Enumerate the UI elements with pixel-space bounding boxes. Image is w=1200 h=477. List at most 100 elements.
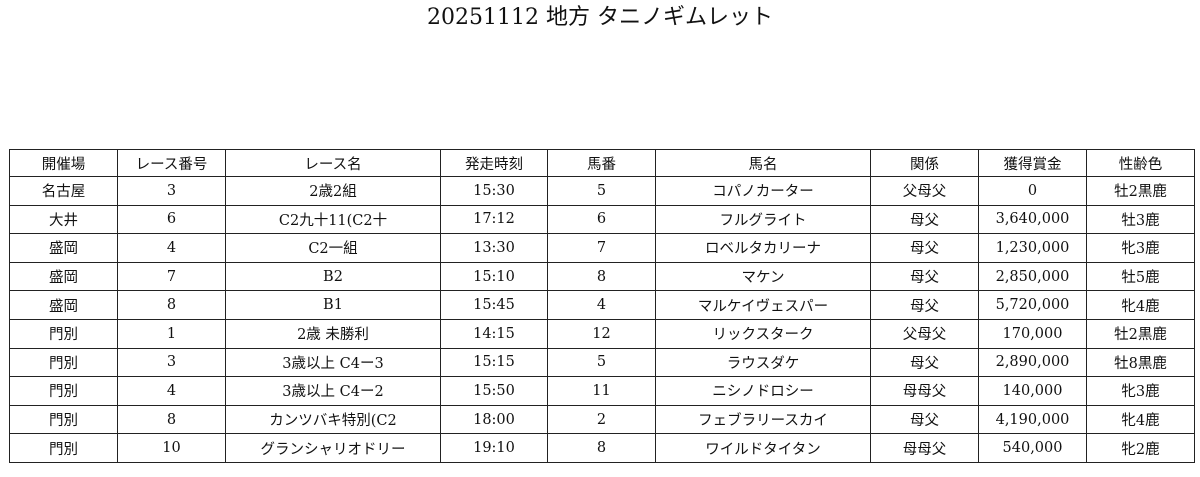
cell-race-number: 10 <box>117 433 226 463</box>
table-row: 大井 6 C2九十11(C2十 17:12 6 フルグライト 母父 3,640,000 牡3鹿 <box>9 204 1195 235</box>
cell-relation: 母母父 <box>870 376 979 406</box>
cell-sex-age-color: 牝3鹿 <box>1086 376 1195 406</box>
cell-relation: 母父 <box>870 204 979 235</box>
cell-horse-number: 5 <box>547 176 656 206</box>
header-race-name: レース名 <box>225 149 441 177</box>
cell-race-number: 7 <box>117 261 226 292</box>
cell-horse-name: ラウスダケ <box>655 347 871 378</box>
cell-prize-money: 4,190,000 <box>978 404 1087 435</box>
cell-post-time: 19:10 <box>440 433 548 463</box>
cell-post-time: 17:12 <box>440 204 548 235</box>
cell-horse-name: コパノカーター <box>655 176 871 206</box>
cell-horse-name: フルグライト <box>655 204 871 235</box>
cell-horse-name: フェブラリースカイ <box>655 404 871 435</box>
cell-sex-age-color: 牝4鹿 <box>1086 404 1195 435</box>
cell-race-number: 8 <box>117 290 226 320</box>
cell-race-number: 3 <box>117 176 226 206</box>
header-horse-number: 馬番 <box>547 149 656 177</box>
cell-venue: 門別 <box>9 433 118 463</box>
cell-sex-age-color: 牡2黒鹿 <box>1086 318 1195 349</box>
cell-venue: 門別 <box>9 376 118 406</box>
header-venue: 開催場 <box>9 149 118 177</box>
cell-race-name: 2歳 未勝利 <box>225 318 441 349</box>
cell-venue: 門別 <box>9 404 118 435</box>
cell-horse-name: マケン <box>655 261 871 292</box>
table-row: 門別 8 カンツバキ特別(C2 18:00 2 フェブラリースカイ 母父 4,190,000 牝… <box>9 404 1195 435</box>
cell-prize-money: 2,850,000 <box>978 261 1087 292</box>
cell-race-number: 4 <box>117 233 226 263</box>
cell-race-name: B2 <box>225 261 441 292</box>
cell-prize-money: 3,640,000 <box>978 204 1087 235</box>
header-post-time: 発走時刻 <box>440 149 548 177</box>
cell-venue: 門別 <box>9 318 118 349</box>
cell-sex-age-color: 牡8黒鹿 <box>1086 347 1195 378</box>
table-row: 盛岡 4 C2一組 13:30 7 ロベルタカリーナ 母父 1,230,000 牝3鹿 <box>9 233 1195 263</box>
cell-race-number: 6 <box>117 204 226 235</box>
header-relation: 関係 <box>870 149 979 177</box>
cell-prize-money: 2,890,000 <box>978 347 1087 378</box>
cell-relation: 母父 <box>870 233 979 263</box>
cell-race-name: C2一組 <box>225 233 441 263</box>
cell-race-name: 2歳2組 <box>225 176 441 206</box>
cell-venue: 盛岡 <box>9 233 118 263</box>
cell-prize-money: 540,000 <box>978 433 1087 463</box>
race-table: 開催場 レース番号 レース名 発走時刻 馬番 馬名 関係 獲得賞金 性齢色 名古屋 3 2歳2組 15… <box>9 149 1195 463</box>
cell-post-time: 14:15 <box>440 318 548 349</box>
cell-race-number: 1 <box>117 318 226 349</box>
cell-post-time: 18:00 <box>440 404 548 435</box>
cell-relation: 父母父 <box>870 176 979 206</box>
table-row: 盛岡 8 B1 15:45 4 マルケイヴェスパー 母父 5,720,000 牝4鹿 <box>9 290 1195 320</box>
cell-race-number: 3 <box>117 347 226 378</box>
cell-horse-number: 12 <box>547 318 656 349</box>
cell-post-time: 15:15 <box>440 347 548 378</box>
cell-horse-number: 6 <box>547 204 656 235</box>
cell-prize-money: 0 <box>978 176 1087 206</box>
cell-sex-age-color: 牝4鹿 <box>1086 290 1195 320</box>
table-row: 名古屋 3 2歳2組 15:30 5 コパノカーター 父母父 0 牡2黒鹿 <box>9 176 1195 206</box>
cell-horse-name: ニシノドロシー <box>655 376 871 406</box>
cell-horse-number: 5 <box>547 347 656 378</box>
table-row: 盛岡 7 B2 15:10 8 マケン 母父 2,850,000 牡5鹿 <box>9 261 1195 292</box>
header-horse-name: 馬名 <box>655 149 871 177</box>
cell-sex-age-color: 牡3鹿 <box>1086 204 1195 235</box>
header-race-number: レース番号 <box>117 149 226 177</box>
cell-race-name: グランシャリオドリー <box>225 433 441 463</box>
table-row: 門別 3 3歳以上 C4ー3 15:15 5 ラウスダケ 母父 2,890,000 牡8黒鹿 <box>9 347 1195 378</box>
cell-relation: 母父 <box>870 347 979 378</box>
cell-relation: 母父 <box>870 404 979 435</box>
cell-relation: 母父 <box>870 290 979 320</box>
cell-horse-number: 8 <box>547 261 656 292</box>
cell-horse-number: 7 <box>547 233 656 263</box>
table-row: 門別 10 グランシャリオドリー 19:10 8 ワイルドタイタン 母母父 540,000 牝2… <box>9 433 1195 463</box>
cell-venue: 盛岡 <box>9 261 118 292</box>
cell-post-time: 15:45 <box>440 290 548 320</box>
cell-sex-age-color: 牝2鹿 <box>1086 433 1195 463</box>
header-sex-age-color: 性齢色 <box>1086 149 1195 177</box>
cell-race-name: B1 <box>225 290 441 320</box>
cell-race-name: C2九十11(C2十 <box>225 204 441 235</box>
cell-horse-name: マルケイヴェスパー <box>655 290 871 320</box>
cell-post-time: 15:30 <box>440 176 548 206</box>
cell-relation: 母母父 <box>870 433 979 463</box>
cell-horse-number: 8 <box>547 433 656 463</box>
cell-post-time: 15:10 <box>440 261 548 292</box>
cell-race-number: 8 <box>117 404 226 435</box>
table-header: 開催場 レース番号 レース名 発走時刻 馬番 馬名 関係 獲得賞金 性齢色 <box>9 149 1195 177</box>
cell-race-name: カンツバキ特別(C2 <box>225 404 441 435</box>
cell-race-name: 3歳以上 C4ー2 <box>225 376 441 406</box>
cell-horse-name: ロベルタカリーナ <box>655 233 871 263</box>
table-row: 門別 4 3歳以上 C4ー2 15:50 11 ニシノドロシー 母母父 140,000 牝3鹿 <box>9 376 1195 406</box>
cell-relation: 母父 <box>870 261 979 292</box>
cell-horse-name: ワイルドタイタン <box>655 433 871 463</box>
cell-venue: 名古屋 <box>9 176 118 206</box>
cell-venue: 門別 <box>9 347 118 378</box>
cell-prize-money: 1,230,000 <box>978 233 1087 263</box>
cell-sex-age-color: 牡2黒鹿 <box>1086 176 1195 206</box>
cell-venue: 盛岡 <box>9 290 118 320</box>
cell-prize-money: 170,000 <box>978 318 1087 349</box>
cell-sex-age-color: 牝3鹿 <box>1086 233 1195 263</box>
cell-horse-number: 11 <box>547 376 656 406</box>
header-prize-money: 獲得賞金 <box>978 149 1087 177</box>
page-title: 20251112 地方 タニノギムレット <box>427 5 773 30</box>
cell-sex-age-color: 牡5鹿 <box>1086 261 1195 292</box>
